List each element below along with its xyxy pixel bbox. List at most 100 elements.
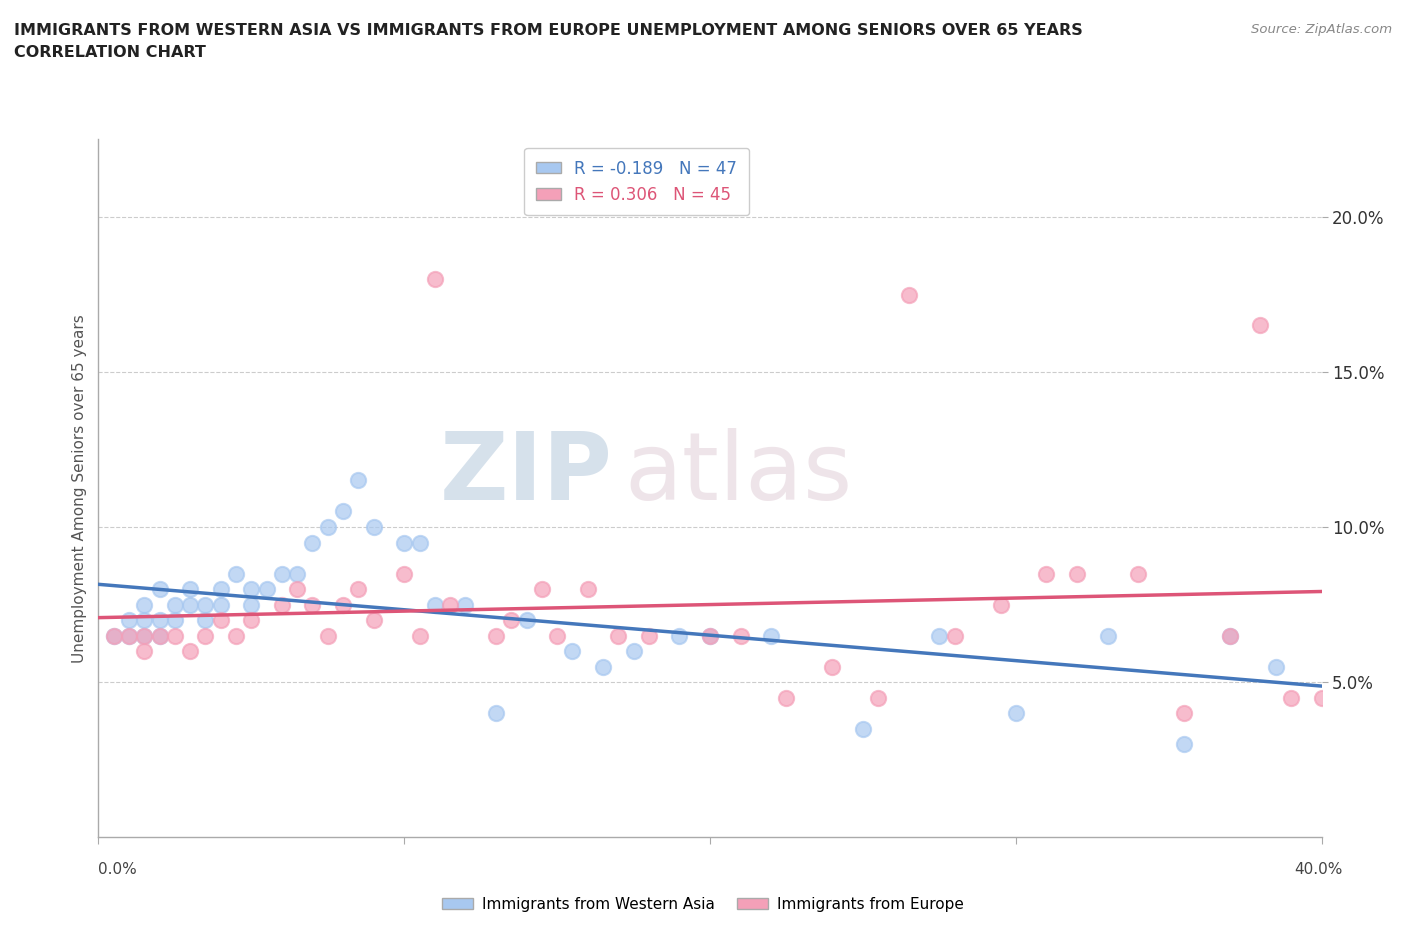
Point: [270, 566, 292, 581]
Point: [209, 597, 232, 612]
Point: [623, 644, 645, 658]
Point: [561, 644, 583, 658]
Point: [576, 581, 599, 596]
Point: [225, 628, 247, 643]
Point: [240, 581, 263, 596]
Point: [194, 613, 217, 628]
Point: [118, 628, 141, 643]
Point: [363, 520, 385, 535]
Point: [149, 613, 172, 628]
Point: [301, 535, 323, 550]
Point: [118, 613, 141, 628]
Point: [1066, 566, 1088, 581]
Point: [316, 520, 339, 535]
Point: [347, 581, 370, 596]
Point: [546, 628, 568, 643]
Point: [163, 628, 186, 643]
Point: [209, 581, 232, 596]
Point: [423, 597, 446, 612]
Point: [607, 628, 630, 643]
Point: [990, 597, 1012, 612]
Point: [821, 659, 844, 674]
Point: [392, 566, 416, 581]
Point: [699, 628, 721, 643]
Point: [149, 628, 172, 643]
Point: [423, 272, 446, 286]
Point: [134, 613, 156, 628]
Point: [699, 628, 721, 643]
Y-axis label: Unemployment Among Seniors over 65 years: Unemployment Among Seniors over 65 years: [72, 314, 87, 662]
Point: [501, 613, 523, 628]
Point: [1279, 690, 1302, 705]
Point: [363, 613, 385, 628]
Point: [485, 628, 508, 643]
Text: IMMIGRANTS FROM WESTERN ASIA VS IMMIGRANTS FROM EUROPE UNEMPLOYMENT AMONG SENIOR: IMMIGRANTS FROM WESTERN ASIA VS IMMIGRAN…: [14, 23, 1083, 38]
Point: [1310, 690, 1333, 705]
Point: [592, 659, 614, 674]
Point: [285, 566, 308, 581]
Point: [134, 644, 156, 658]
Point: [256, 581, 278, 596]
Point: [118, 628, 141, 643]
Point: [1173, 706, 1195, 721]
Point: [852, 721, 875, 736]
Point: [775, 690, 797, 705]
Point: [347, 473, 370, 488]
Text: CORRELATION CHART: CORRELATION CHART: [14, 45, 205, 60]
Point: [179, 644, 201, 658]
Point: [285, 581, 308, 596]
Point: [225, 566, 247, 581]
Point: [103, 628, 125, 643]
Point: [530, 581, 553, 596]
Point: [868, 690, 890, 705]
Point: [240, 597, 263, 612]
Point: [332, 504, 354, 519]
Point: [1249, 318, 1271, 333]
Point: [408, 628, 430, 643]
Text: atlas: atlas: [624, 429, 852, 520]
Point: [134, 628, 156, 643]
Point: [103, 628, 125, 643]
Point: [759, 628, 782, 643]
Point: [1264, 659, 1286, 674]
Point: [1097, 628, 1119, 643]
Point: [194, 628, 217, 643]
Point: [730, 628, 752, 643]
Point: [485, 706, 508, 721]
Point: [1004, 706, 1026, 721]
Point: [179, 597, 201, 612]
Point: [134, 628, 156, 643]
Point: [897, 287, 920, 302]
Point: [1035, 566, 1057, 581]
Point: [149, 581, 172, 596]
Point: [316, 628, 339, 643]
Point: [943, 628, 966, 643]
Point: [149, 628, 172, 643]
Point: [668, 628, 690, 643]
Point: [928, 628, 950, 643]
Legend: R = -0.189   N = 47, R = 0.306   N = 45: R = -0.189 N = 47, R = 0.306 N = 45: [524, 148, 749, 216]
Point: [439, 597, 461, 612]
Point: [1219, 628, 1241, 643]
Point: [1128, 566, 1150, 581]
Point: [516, 613, 538, 628]
Point: [1219, 628, 1241, 643]
Point: [194, 597, 217, 612]
Point: [134, 597, 156, 612]
Point: [301, 597, 323, 612]
Point: [163, 613, 186, 628]
Point: [332, 597, 354, 612]
Point: [270, 597, 292, 612]
Text: 40.0%: 40.0%: [1295, 862, 1343, 877]
Text: 0.0%: 0.0%: [98, 862, 138, 877]
Point: [392, 535, 416, 550]
Text: Source: ZipAtlas.com: Source: ZipAtlas.com: [1251, 23, 1392, 36]
Point: [1173, 737, 1195, 751]
Point: [209, 613, 232, 628]
Point: [179, 581, 201, 596]
Point: [637, 628, 661, 643]
Point: [240, 613, 263, 628]
Point: [408, 535, 430, 550]
Point: [163, 597, 186, 612]
Legend: Immigrants from Western Asia, Immigrants from Europe: Immigrants from Western Asia, Immigrants…: [436, 891, 970, 918]
